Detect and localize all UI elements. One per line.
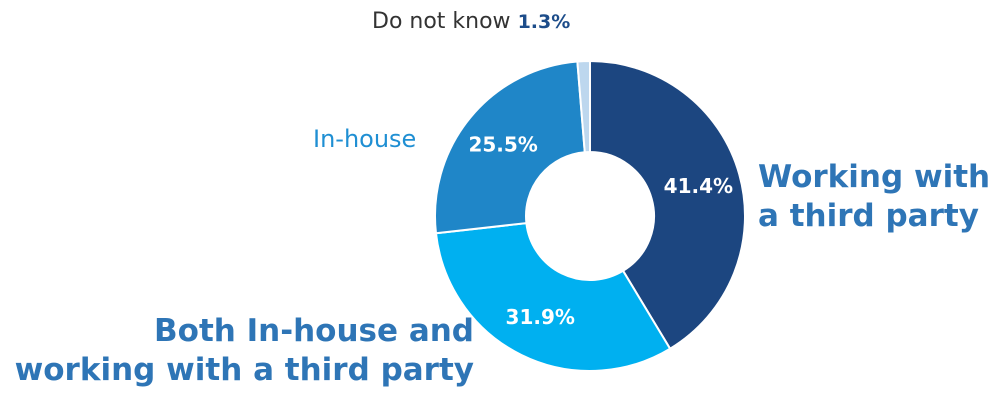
- label-both-inhouse-and-third-party: Both In-house and working with a third p…: [15, 312, 474, 390]
- data-label: 25.5%: [468, 132, 537, 156]
- slice-in-house: [434, 60, 586, 235]
- slice-working-with-third-party: [589, 59, 746, 351]
- data-label: 41.4%: [664, 174, 733, 198]
- label-line: working with a third party: [14, 351, 474, 388]
- label-line: Working with: [758, 159, 991, 195]
- label-line: a third party: [758, 197, 979, 234]
- label-in-house: In-house: [313, 125, 417, 153]
- label-do-not-know: Do not know 1.3%: [372, 9, 570, 34]
- label-working-with-third-party: Working with a third party: [758, 158, 990, 236]
- data-label: 31.9%: [506, 305, 575, 329]
- label-do-not-know-text: Do not know: [372, 9, 511, 34]
- slice-both-inhouse-and-third-party: [434, 222, 672, 372]
- slice-do-not-know: [576, 59, 591, 154]
- label-line: Both In-house and: [154, 313, 474, 349]
- label-do-not-know-value: 1.3%: [517, 11, 571, 33]
